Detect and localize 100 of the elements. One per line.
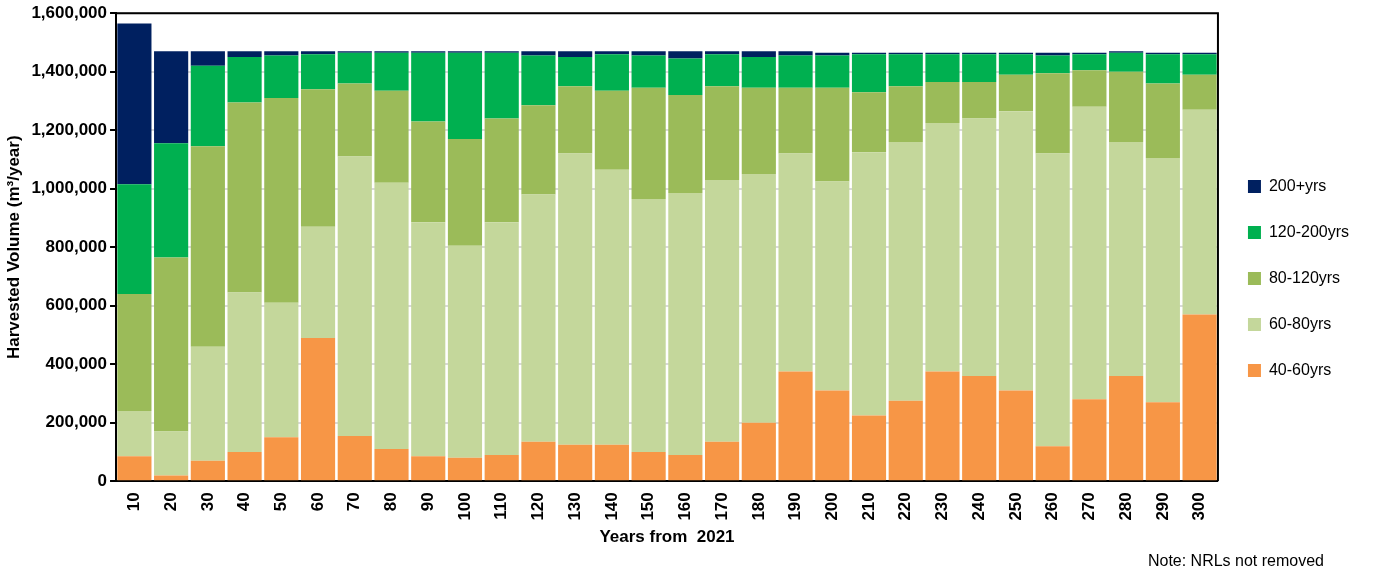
bar — [227, 102, 262, 293]
bar — [851, 92, 887, 153]
bar — [154, 143, 189, 258]
bar — [264, 51, 299, 56]
bar — [558, 153, 593, 445]
bar — [1145, 83, 1180, 158]
x-tick-label: 200 — [821, 492, 841, 521]
bar — [117, 184, 152, 295]
x-tick-label: 150 — [638, 492, 658, 521]
bar — [851, 415, 887, 481]
bar — [851, 152, 887, 416]
bar — [668, 193, 703, 455]
x-tick-label: 160 — [675, 492, 695, 521]
bar — [264, 98, 299, 303]
bar — [300, 337, 336, 481]
y-tick-label: 800,000 — [45, 236, 108, 256]
legend-label: 80-120yrs — [1268, 268, 1341, 286]
bar — [521, 55, 556, 106]
text: Note: NRLs not removed — [1147, 552, 1324, 570]
bar — [962, 375, 997, 481]
bar — [815, 390, 850, 481]
bar — [705, 54, 740, 87]
x-tick-label: 170 — [711, 492, 731, 521]
x-tick-label: 280 — [1115, 492, 1135, 521]
bar — [411, 52, 446, 122]
bar — [705, 179, 740, 442]
bar — [558, 57, 593, 87]
bar — [778, 51, 813, 56]
bar — [668, 58, 703, 96]
bar — [1035, 55, 1070, 74]
y-tick-label: 400,000 — [45, 353, 108, 373]
bar — [1035, 153, 1070, 447]
bar — [1109, 71, 1144, 142]
bar — [741, 422, 776, 481]
legend-label: 60-80yrs — [1268, 314, 1332, 332]
bar — [337, 156, 372, 436]
bar — [227, 51, 262, 58]
legend-label: 200+yrs — [1268, 176, 1327, 194]
bar — [411, 456, 446, 481]
bar — [741, 51, 776, 58]
bar — [998, 111, 1034, 391]
bar — [521, 105, 556, 195]
bar — [300, 51, 336, 55]
bar — [1182, 109, 1217, 315]
bar — [484, 454, 519, 481]
bar — [117, 294, 152, 412]
bar — [962, 54, 997, 82]
bar — [337, 83, 372, 157]
x-tick-label: 250 — [1005, 492, 1025, 521]
bar — [705, 51, 740, 55]
x-tick-label: 110 — [491, 492, 511, 520]
bar — [337, 52, 372, 84]
bar — [264, 55, 299, 99]
bar — [337, 435, 372, 481]
bar — [998, 54, 1034, 75]
x-tick-label: 90 — [417, 492, 437, 512]
bar — [668, 95, 703, 194]
bar — [594, 169, 629, 445]
x-tick-label: 70 — [344, 492, 364, 512]
x-tick-label: 60 — [307, 492, 327, 512]
bar — [300, 54, 336, 90]
bar — [117, 23, 152, 185]
bar — [778, 371, 813, 481]
x-tick-label: 120 — [528, 492, 548, 521]
x-tick-label: 20 — [160, 492, 180, 512]
bar — [117, 411, 152, 457]
bar — [631, 87, 666, 199]
x-tick-label: 260 — [1042, 492, 1062, 521]
bar — [1072, 54, 1107, 71]
bar — [1182, 54, 1217, 75]
y-tick-label: 200,000 — [45, 412, 108, 432]
bar — [447, 457, 483, 481]
bar — [1145, 158, 1180, 403]
bar — [1182, 74, 1217, 110]
bar — [1109, 375, 1144, 481]
bar — [631, 451, 666, 481]
bar — [300, 226, 336, 338]
bar — [594, 51, 629, 55]
bar — [815, 55, 850, 88]
bar — [741, 87, 776, 175]
y-axis-title: Harvested Volume (m³/year) — [3, 135, 23, 360]
bar — [668, 454, 703, 481]
bar — [190, 460, 225, 481]
bar — [190, 51, 225, 66]
x-tick-label: 100 — [454, 492, 474, 521]
x-tick-label: 140 — [601, 492, 621, 521]
bar — [778, 87, 813, 154]
x-tick-label: 30 — [197, 492, 217, 512]
legend-label: 120-200yrs — [1268, 222, 1349, 240]
legend-label: 40-60yrs — [1268, 360, 1332, 378]
bar — [925, 54, 960, 82]
bar — [925, 122, 960, 372]
bar — [558, 86, 593, 154]
bar — [888, 141, 923, 401]
y-tick-label: 0 — [97, 470, 108, 490]
bar — [741, 174, 776, 423]
bar — [1182, 314, 1217, 481]
bar — [594, 90, 629, 170]
y-tick-label: 1,600,000 — [31, 2, 108, 22]
bar — [154, 51, 189, 144]
